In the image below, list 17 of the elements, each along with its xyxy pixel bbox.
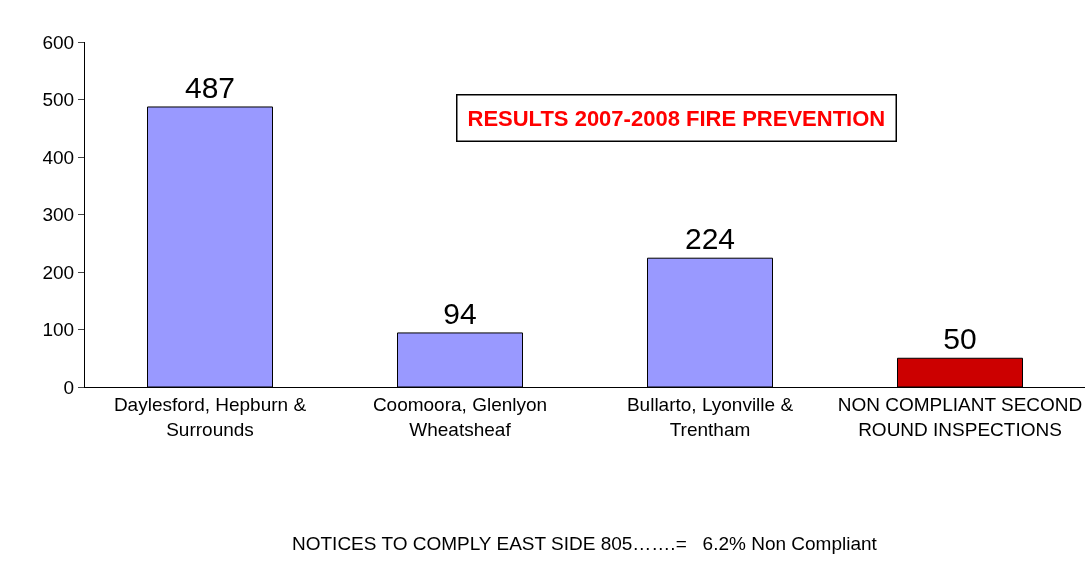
data-label: 94 [443,296,477,330]
x-tick-label: Bullarto, Lyonville & Trentham [626,393,794,440]
data-label: 224 [684,222,736,256]
y-tick-label: 100 [42,319,75,341]
x-tick-label: NON COMPLIANT SECOND ROUND INSPECTIONS [837,393,1083,440]
data-label: 50 [943,322,977,356]
x-tick-label: Coomoora, Glenlyon Wheatsheaf [372,393,548,440]
x-tick-label: Daylesford, Hepburn & Surrounds [113,393,307,440]
y-tick-label: 0 [63,376,75,398]
text: RESULTS 2007-2008 FIRE PREVENTION [467,105,886,131]
y-tick-label: 200 [42,261,75,283]
y-tick-label: 300 [42,204,75,226]
text: NOTICES TO COMPLY EAST SIDE 805…….= 6.2% Non Compliant [292,533,878,554]
y-tick-label: 500 [42,89,75,111]
y-tick-label: 600 [42,31,75,53]
y-tick-label: 400 [42,146,75,168]
data-label: 487 [184,70,236,104]
